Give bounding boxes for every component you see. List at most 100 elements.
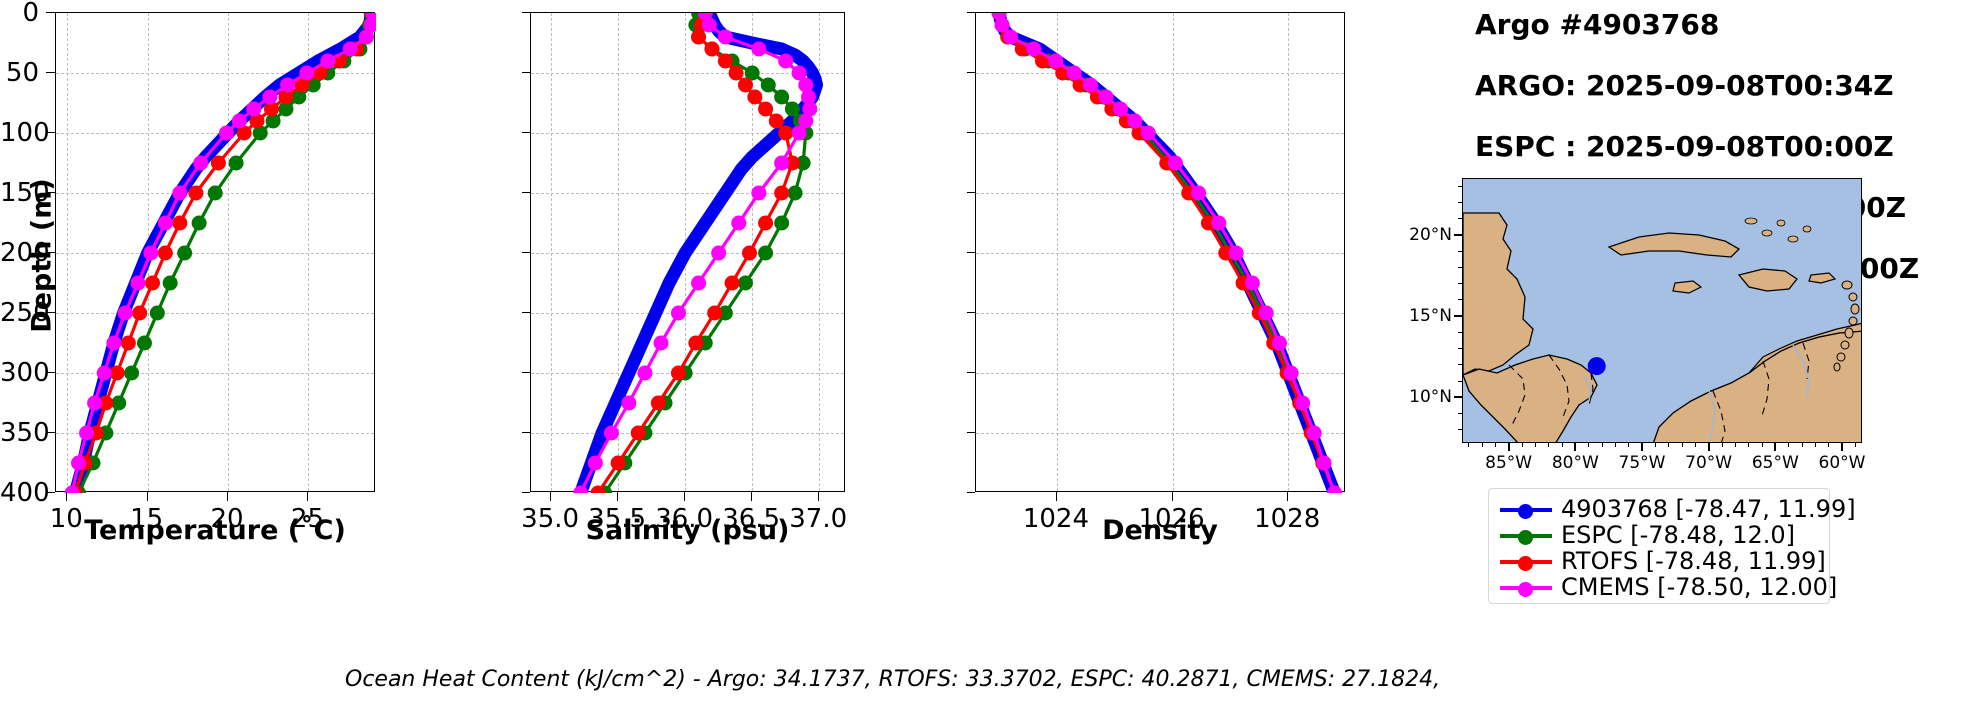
series-marker-ESPC [774, 89, 790, 105]
series-marker-CMEMS [1140, 125, 1156, 141]
series-marker-ESPC [291, 89, 307, 105]
x-tick-label: 36.5 [722, 504, 781, 534]
legend-item-espc[interactable]: ESPC [-78.48, 12.0] [1489, 521, 1829, 549]
series-marker-CMEMS [751, 41, 767, 57]
series-line-4903768 [68, 13, 376, 493]
x-tick [550, 492, 552, 501]
series-line-4903768 [574, 13, 824, 493]
salinity-plot-lines [573, 13, 824, 493]
x-tick-label: 1026 [1138, 504, 1205, 534]
series-marker-RTOFS [249, 113, 265, 129]
series-marker-RTOFS [704, 41, 720, 57]
series-marker-CMEMS [1211, 215, 1227, 231]
series-marker-CMEMS [130, 275, 146, 291]
series-marker-ESPC [795, 155, 811, 171]
gridline-v [618, 13, 620, 491]
gridline-h [531, 313, 844, 314]
gridline-h [976, 133, 1344, 134]
series-marker-CMEMS [1228, 245, 1244, 261]
series-marker-CMEMS [653, 335, 669, 351]
series-marker-CMEMS [637, 365, 653, 381]
legend-item-argo[interactable]: 4903768 [-78.47, 11.99] [1489, 495, 1856, 523]
density-axis-title: Density [1102, 515, 1218, 546]
gridline-v [1288, 13, 1290, 491]
map-lat-label: 10°N [1409, 387, 1452, 408]
map-lat-tick [1454, 315, 1462, 318]
series-marker-CMEMS [791, 125, 807, 141]
x-tick [66, 492, 68, 501]
series-marker-ESPC [124, 365, 140, 381]
y-tick-label: 350 [0, 418, 50, 448]
series-marker-CMEMS [1295, 395, 1311, 411]
map-lat-minor-tick [1458, 413, 1462, 415]
series-marker-CMEMS [1113, 101, 1129, 117]
gridline-h [531, 73, 844, 74]
y-tick [967, 192, 975, 193]
series-marker-CMEMS [280, 77, 296, 93]
series-marker-CMEMS [691, 275, 707, 291]
series-marker-ESPC [265, 113, 281, 129]
y-tick-label: 300 [0, 358, 50, 388]
map-lon-minor-tick [1748, 443, 1750, 447]
location-map[interactable] [1462, 178, 1862, 443]
map-lat-minor-tick [1458, 380, 1462, 382]
series-marker-CMEMS [172, 185, 188, 201]
map-coastlines [1463, 179, 1861, 442]
series-marker-CMEMS [603, 425, 619, 441]
gridline-h [56, 73, 374, 74]
map-lat-minor-tick [1458, 331, 1462, 333]
y-tick [46, 192, 55, 193]
gridline-h [56, 313, 374, 314]
series-marker-RTOFS [747, 89, 763, 105]
salinity-axis-title: Salinity (psu) [585, 515, 790, 546]
temperature-panel [55, 12, 376, 493]
map-lat-minor-tick [1458, 348, 1462, 350]
legend-item-cmems[interactable]: CMEMS [-78.50, 12.00] [1489, 573, 1837, 601]
map-lat-label: 15°N [1409, 306, 1452, 327]
series-marker-RTOFS [120, 335, 136, 351]
x-tick [684, 492, 686, 501]
x-tick [751, 492, 753, 501]
map-lon-minor-tick [1734, 443, 1736, 447]
series-line-RTOFS [997, 13, 1337, 493]
legend-item-rtofs[interactable]: RTOFS [-78.48, 11.99] [1489, 547, 1829, 575]
y-tick [522, 12, 530, 13]
y-tick [967, 312, 975, 313]
map-lon-label: 85°W [1485, 453, 1533, 473]
series-marker-RTOFS [717, 53, 733, 69]
series-marker-CMEMS [1082, 77, 1098, 93]
series-marker-ESPC [758, 245, 774, 261]
series-marker-CMEMS [1272, 335, 1288, 351]
y-tick-label: 50 [5, 58, 39, 88]
series-marker-RTOFS [630, 425, 646, 441]
series-marker-ESPC [191, 215, 207, 231]
series-marker-CMEMS [800, 89, 816, 105]
series-marker-CMEMS [64, 485, 80, 493]
x-tick [227, 492, 229, 501]
series-marker-ESPC [278, 101, 294, 117]
series-marker-CMEMS [731, 215, 747, 231]
series-marker-CMEMS [802, 101, 818, 117]
gridline-h [976, 73, 1344, 74]
series-marker-CMEMS [1003, 29, 1019, 45]
series-line-4903768 [992, 13, 1341, 493]
y-tick [522, 372, 530, 373]
series-marker-CMEMS [751, 185, 767, 201]
series-marker-RTOFS [236, 125, 252, 141]
series-marker-RTOFS [650, 395, 666, 411]
x-tick-label: 1028 [1254, 504, 1321, 534]
map-lon-minor-tick [1548, 443, 1550, 447]
map-lon-minor-tick [1468, 443, 1470, 447]
series-marker-ESPC [787, 185, 803, 201]
series-line-ESPC [997, 13, 1337, 493]
gridline-h [56, 433, 374, 434]
gridline-v [67, 13, 69, 491]
series-marker-ESPC [760, 77, 776, 93]
argo-float-marker [1587, 357, 1606, 376]
series-marker-ESPC [111, 395, 127, 411]
series-marker-RTOFS [278, 89, 294, 105]
map-lat-tick [1454, 233, 1462, 236]
series-marker-CMEMS [1316, 455, 1332, 471]
series-marker-RTOFS [758, 215, 774, 231]
series-marker-CMEMS [670, 305, 686, 321]
